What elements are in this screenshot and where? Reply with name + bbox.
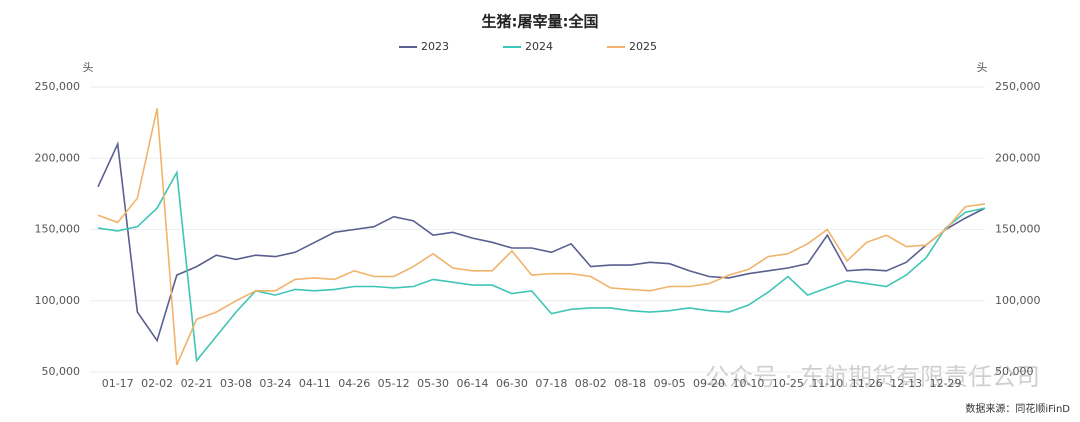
x-tick-label: 10-10 — [732, 377, 764, 390]
legend-label: 2025 — [629, 40, 657, 53]
x-tick-label: 03-08 — [220, 377, 252, 390]
watermark: 公众号 · 东航期货有限责任公司 — [705, 363, 1040, 391]
y-tick-label: 250,000 — [35, 80, 81, 93]
x-tick-label: 07-18 — [535, 377, 567, 390]
x-tick-label: 01-17 — [102, 377, 134, 390]
x-tick-label: 05-12 — [378, 377, 410, 390]
x-tick-label: 11-10 — [811, 377, 843, 390]
legend-label: 2024 — [525, 40, 553, 53]
legend-label: 2023 — [421, 40, 449, 53]
x-tick-label: 02-02 — [141, 377, 173, 390]
x-tick-label: 08-02 — [575, 377, 607, 390]
x-tick-label: 03-24 — [259, 377, 291, 390]
x-tick-label: 12-29 — [930, 377, 962, 390]
source: 数据来源：同花顺iFinD — [965, 402, 1070, 415]
y-tick-label: 200,000 — [35, 151, 81, 164]
x-tick-label: 12-13 — [890, 377, 922, 390]
y2-unit: 头 — [977, 61, 988, 74]
y2-tick-label: 100,000 — [995, 294, 1041, 307]
x-tick-label: 04-11 — [299, 377, 331, 390]
series-line — [97, 108, 986, 366]
x-tick-label: 11-26 — [851, 377, 883, 390]
y-unit: 头 — [83, 61, 94, 74]
y-tick-label: 100,000 — [35, 294, 81, 307]
y2-tick-label: 150,000 — [995, 223, 1041, 236]
y2-tick-label: 50,000 — [995, 365, 1034, 378]
y2-tick-label: 250,000 — [995, 80, 1041, 93]
x-tick-label: 02-21 — [181, 377, 213, 390]
x-tick-label: 09-20 — [693, 377, 725, 390]
x-tick-label: 06-30 — [496, 377, 528, 390]
series-line — [97, 169, 986, 363]
y-tick-label: 50,000 — [42, 365, 81, 378]
x-tick-label: 06-14 — [457, 377, 489, 390]
series-line — [97, 141, 986, 343]
y2-tick-label: 200,000 — [995, 151, 1041, 164]
x-tick-label: 09-05 — [654, 377, 686, 390]
y-tick-label: 150,000 — [35, 223, 81, 236]
x-tick-label: 05-30 — [417, 377, 449, 390]
x-tick-label: 04-26 — [338, 377, 370, 390]
x-tick-label: 08-18 — [614, 377, 646, 390]
x-tick-label: 10-25 — [772, 377, 804, 390]
chart-title: 生猪:屠宰量:全国 — [482, 13, 599, 31]
